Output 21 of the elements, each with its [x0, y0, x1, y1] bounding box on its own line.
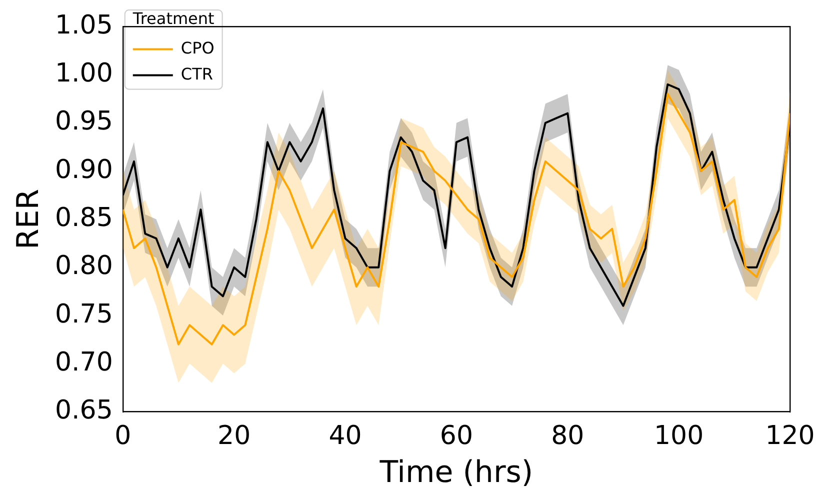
y-axis-title: RER: [10, 188, 46, 250]
y-tick-label: 0.65: [55, 396, 113, 426]
y-tick-label: 0.90: [55, 154, 113, 185]
legend-label: CTR: [180, 64, 213, 84]
x-tick-label: 0: [114, 421, 132, 452]
y-tick-label: 0.70: [55, 347, 113, 378]
y-tick-label: 1.00: [55, 58, 113, 88]
y-tick-label: 0.85: [55, 202, 113, 233]
y-tick-label: 0.80: [55, 251, 113, 282]
x-tick-label: 60: [440, 421, 473, 452]
y-tick-label: 0.75: [55, 299, 113, 330]
x-tick-label: 40: [328, 421, 362, 452]
x-tick-label: 100: [654, 421, 704, 452]
x-tick-label: 80: [551, 421, 584, 452]
x-tick-label: 120: [765, 421, 815, 452]
legend-title: Treatment: [132, 9, 214, 28]
x-tick-label: 20: [218, 421, 251, 452]
x-axis-title: Time (hrs): [378, 454, 534, 490]
y-tick-label: 1.05: [55, 10, 113, 40]
legend-label: CPO: [180, 38, 214, 58]
y-tick-label: 0.95: [55, 106, 113, 137]
